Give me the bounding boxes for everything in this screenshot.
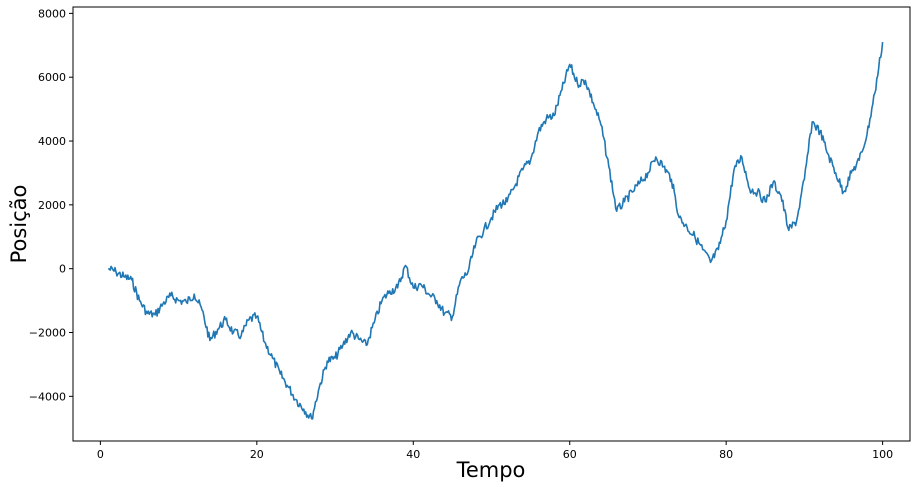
x-tick-label: 80 <box>719 448 733 461</box>
y-tick-label: 0 <box>59 263 66 276</box>
x-axis-title: Tempo <box>456 458 526 482</box>
y-tick-label: 4000 <box>38 135 66 148</box>
plot-area <box>73 7 910 441</box>
y-tick-label: 6000 <box>38 71 66 84</box>
series-line <box>107 42 884 420</box>
y-tick-label: 8000 <box>38 7 66 20</box>
x-tick-label: 60 <box>563 448 577 461</box>
y-tick-label: −2000 <box>29 327 66 340</box>
y-axis: −4000 −2000 0 2000 4000 6000 8000 <box>29 7 73 403</box>
x-tick-label: 100 <box>872 448 893 461</box>
y-tick-label: 2000 <box>38 199 66 212</box>
x-axis: 0 20 40 60 80 100 <box>97 441 893 461</box>
x-tick-label: 20 <box>250 448 264 461</box>
y-tick-label: −4000 <box>29 390 66 403</box>
y-axis-title: Posição <box>7 185 31 264</box>
plot-frame <box>72 6 911 442</box>
x-tick-label: 40 <box>406 448 420 461</box>
x-tick-label: 0 <box>97 448 104 461</box>
series-layer <box>107 42 884 420</box>
